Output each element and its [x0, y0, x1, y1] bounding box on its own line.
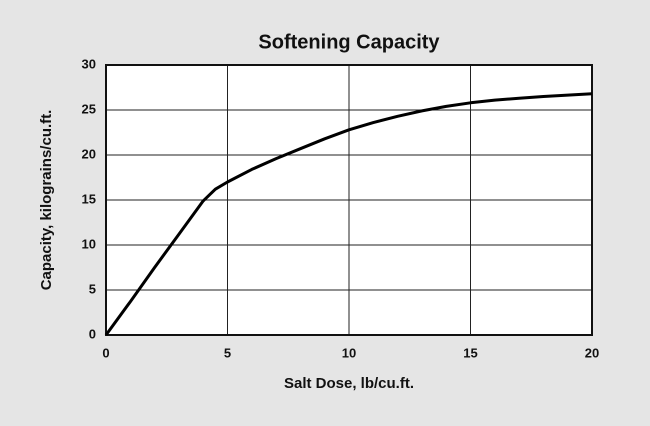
x-tick-label: 15	[463, 345, 477, 360]
y-tick-label: 10	[82, 236, 96, 251]
y-tick-label: 15	[82, 191, 96, 206]
x-axis-label: Salt Dose, lb/cu.ft.	[284, 375, 414, 392]
x-tick-label: 0	[102, 345, 109, 360]
plot-border	[105, 64, 593, 336]
chart-title: Softening Capacity	[258, 31, 440, 53]
y-axis-label: Capacity, kilograins/cu.ft.	[38, 110, 55, 291]
x-tick-label: 10	[342, 345, 356, 360]
data-line	[104, 92, 593, 336]
x-tick-label: 5	[224, 345, 231, 360]
y-tick-label: 25	[82, 101, 96, 116]
x-tick-label: 20	[585, 345, 599, 360]
y-tick-label: 20	[82, 146, 96, 161]
y-tick-label: 0	[89, 326, 96, 341]
y-tick-label: 5	[89, 281, 96, 296]
y-tick-label: 30	[82, 56, 96, 71]
